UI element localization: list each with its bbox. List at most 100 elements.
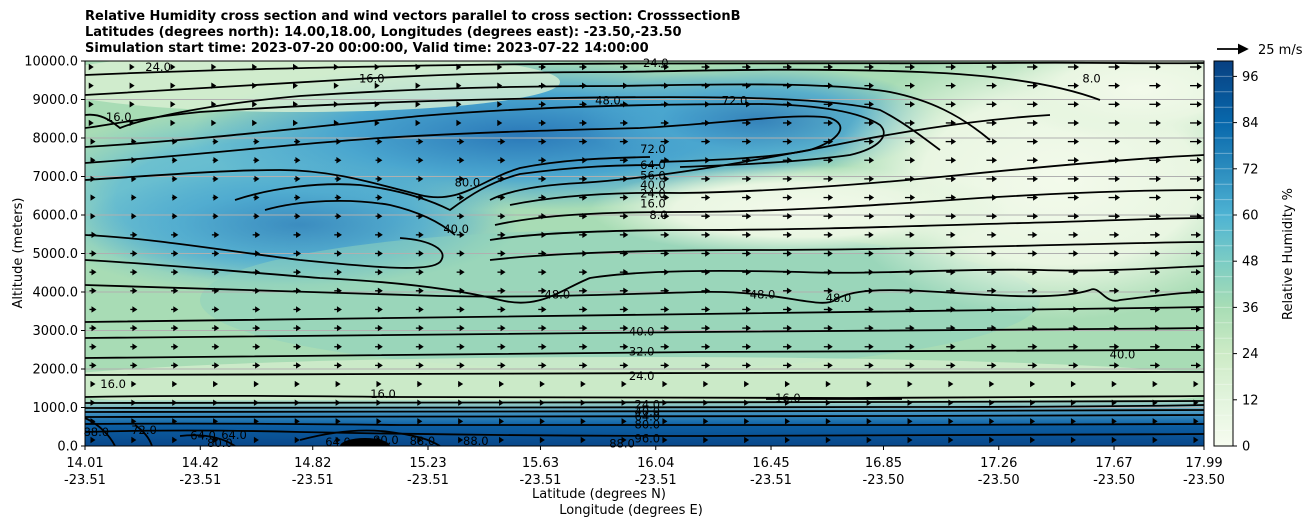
wind-arrow [211,343,220,350]
wind-arrow [294,380,300,388]
wind-arrow [1027,194,1039,201]
wind-arrow [1150,231,1161,239]
wind-arrow [499,418,505,425]
wind-arrow [456,287,465,294]
x-tick-label-lon: -23.51 [750,473,792,488]
wind-arrow [905,63,915,71]
wind-arrow [701,287,711,294]
wind-arrow [701,362,711,369]
wind-arrow [1109,268,1120,276]
wind-arrow [416,194,424,201]
wind-arrow [172,380,178,388]
wind-arrow [987,268,997,276]
x-tick-label-lon: -23.51 [64,473,106,488]
contour-label-text: 8.0 [1082,71,1100,85]
wind-arrow [538,231,547,239]
wind-arrow [660,138,670,145]
wind-arrow [905,119,915,127]
x-tick-label-lat: 17.99 [1185,456,1222,471]
wind-arrow [825,399,831,406]
wind-arrow [703,380,709,388]
wind-arrow [1109,231,1120,239]
wind-arrow [211,101,217,108]
wind-arrow [334,194,342,201]
contour-label: 64.0 [190,429,216,443]
wind-arrow [374,63,380,71]
wind-arrow [89,343,97,350]
wind-arrow [904,157,916,164]
wind-arrow [293,343,302,350]
wind-arrow [783,362,792,369]
wind-arrow [294,436,300,444]
wind-arrow [294,399,300,406]
contour-label: 40.0 [443,222,469,236]
wind-arrow [989,418,995,425]
wind-arrow [171,175,178,183]
wind-arrow [701,194,711,201]
wind-arrow [458,380,464,388]
wind-arrow [1067,119,1079,127]
wind-arrow [945,194,957,201]
wind-arrow [1193,380,1199,388]
wind-arrow [660,175,670,183]
wind-arrow [294,418,300,425]
wind-arrow [866,436,872,444]
wind-arrow [784,399,790,406]
wind-arrow [905,343,915,350]
wind-arrow [1027,287,1038,294]
wind-arrow [579,324,588,332]
wind-arrow [703,399,709,406]
wind-arrow [213,399,219,406]
contour-label-text: 64.0 [325,435,351,449]
wind-arrow [660,231,670,239]
wind-arrow [375,194,383,201]
wind-arrow [948,418,954,425]
wind-arrow [375,231,383,239]
wind-arrow [376,380,382,388]
wind-arrow [497,194,506,201]
wind-arrow [864,287,874,294]
y-tick-label: 3000.0 [33,324,79,339]
wind-arrow [294,175,301,183]
wind-arrow [619,157,629,164]
wind-arrow [986,119,997,127]
wind-arrow [866,418,872,425]
wind-arrow [294,138,301,145]
wind-arrow [620,63,629,71]
wind-arrow [497,101,503,108]
contour-label-text: 64.0 [635,410,661,424]
wind-arrow [129,119,135,127]
wind-arrow [334,157,342,164]
contour-label-text: 16.0 [359,71,385,85]
wind-arrow [1150,268,1161,276]
wind-arrow [987,306,997,313]
wind-arrow [701,138,711,145]
wind-arrow [172,399,178,406]
wind-arrow [1068,287,1079,294]
x-tick-label-lat: 16.45 [752,456,789,471]
wind-arrow [416,157,424,164]
wind-arrow [1027,138,1039,145]
wind-arrow [620,82,629,89]
x-tick-label-lat: 16.04 [637,456,674,471]
wind-arrow [904,138,916,145]
wind-arrow [1027,213,1039,220]
colorbar-gradient [1214,61,1233,446]
wind-arrow [1150,362,1161,369]
wind-arrow [742,175,752,183]
contour-label-text: 80.0 [373,433,399,447]
contour-label-text: 96.0 [635,431,661,445]
wind-arrow [538,82,547,89]
wind-arrow [253,194,260,201]
x-tick-label-lat: 14.42 [182,456,219,471]
wind-arrow [1109,287,1120,294]
wind-arrow [1190,101,1202,108]
contour-label: 88.0 [410,434,436,448]
contour-label: 88.0 [609,437,635,451]
wind-arrow [986,138,998,145]
wind-arrow [90,399,96,406]
wind-arrow [823,175,834,183]
wind-arrow [211,324,220,332]
wind-arrow [905,268,915,276]
